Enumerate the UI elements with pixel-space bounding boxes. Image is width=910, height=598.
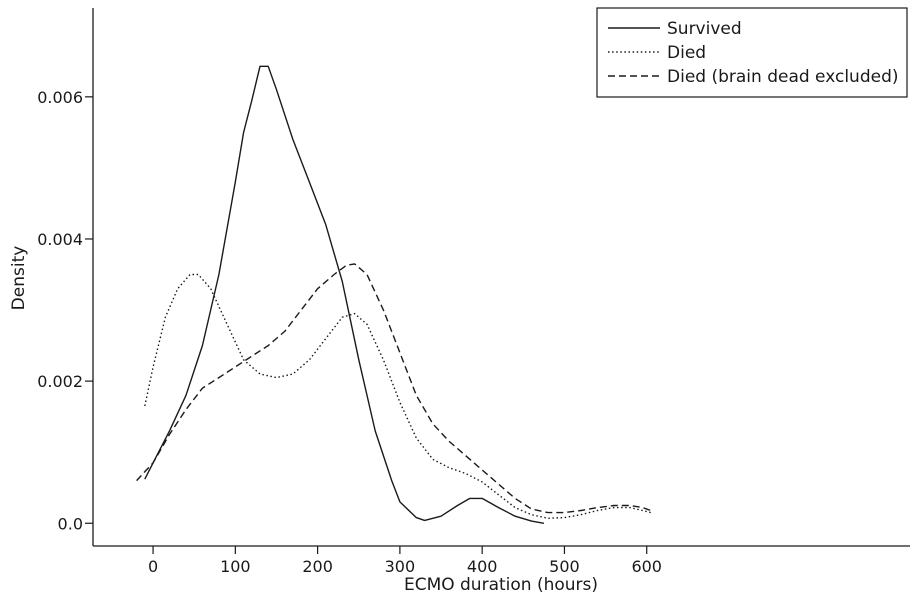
legend-label: Survived (667, 19, 742, 39)
x-tick-label: 0 (148, 557, 158, 576)
x-tick-label: 600 (631, 557, 662, 576)
y-tick-label: 0.004 (37, 230, 83, 249)
x-tick-label: 500 (549, 557, 580, 576)
axes (92, 8, 910, 547)
legend-label: Died (667, 43, 706, 63)
x-tick-label: 200 (302, 557, 333, 576)
series-line-survived (144, 65, 545, 524)
y-axis-label: Density (9, 246, 29, 311)
legend-label: Died (brain dead excluded) (667, 67, 899, 87)
series-lines (136, 65, 652, 524)
legend-box (596, 7, 908, 98)
series-line-died (144, 273, 651, 519)
y-tick-label: 0.0 (58, 514, 83, 533)
y-tick-label: 0.006 (37, 88, 83, 107)
x-tick-label: 400 (467, 557, 498, 576)
legend: Survived Died Died (brain dead excluded) (596, 7, 908, 98)
series-line-died-brain-dead-excluded (136, 263, 652, 514)
x-axis-label: ECMO duration (hours) (404, 575, 598, 595)
x-tick-label: 100 (220, 557, 251, 576)
x-ticks: 0 100 200 300 400 500 600 (148, 546, 662, 576)
x-tick-label: 300 (385, 557, 416, 576)
y-ticks: 0.0 0.002 0.004 0.006 (37, 88, 93, 533)
y-tick-label: 0.002 (37, 372, 83, 391)
